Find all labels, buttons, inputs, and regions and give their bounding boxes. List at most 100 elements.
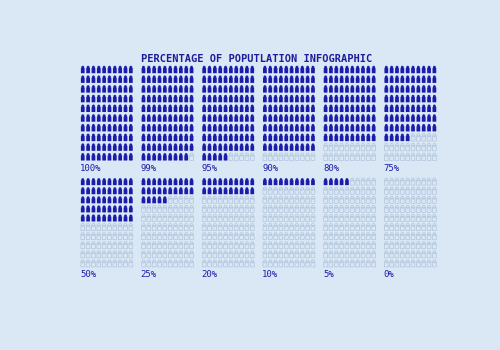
Ellipse shape: [422, 124, 425, 127]
Ellipse shape: [180, 153, 182, 156]
FancyBboxPatch shape: [147, 189, 150, 194]
Ellipse shape: [108, 205, 111, 208]
Ellipse shape: [224, 85, 227, 88]
Ellipse shape: [274, 66, 277, 69]
FancyBboxPatch shape: [86, 126, 90, 132]
FancyBboxPatch shape: [86, 68, 90, 73]
FancyBboxPatch shape: [416, 97, 420, 102]
FancyBboxPatch shape: [97, 136, 100, 141]
FancyBboxPatch shape: [284, 136, 288, 141]
FancyBboxPatch shape: [102, 87, 106, 93]
Ellipse shape: [230, 66, 232, 69]
FancyBboxPatch shape: [108, 180, 112, 185]
Ellipse shape: [406, 134, 409, 137]
FancyBboxPatch shape: [158, 198, 162, 203]
FancyBboxPatch shape: [86, 97, 90, 102]
Ellipse shape: [185, 85, 188, 88]
Ellipse shape: [269, 105, 272, 108]
Ellipse shape: [274, 85, 277, 88]
FancyBboxPatch shape: [102, 68, 106, 73]
Ellipse shape: [362, 124, 364, 127]
Ellipse shape: [290, 76, 293, 79]
Ellipse shape: [390, 85, 393, 88]
FancyBboxPatch shape: [81, 208, 84, 212]
Ellipse shape: [246, 66, 248, 69]
FancyBboxPatch shape: [311, 126, 315, 132]
FancyBboxPatch shape: [208, 126, 212, 132]
FancyBboxPatch shape: [284, 146, 288, 151]
FancyBboxPatch shape: [147, 146, 150, 151]
Ellipse shape: [385, 66, 388, 69]
FancyBboxPatch shape: [163, 198, 166, 203]
FancyBboxPatch shape: [372, 97, 376, 102]
Ellipse shape: [185, 114, 188, 117]
Ellipse shape: [417, 124, 420, 127]
FancyBboxPatch shape: [329, 97, 333, 102]
Ellipse shape: [174, 85, 177, 88]
FancyBboxPatch shape: [427, 107, 431, 112]
Ellipse shape: [214, 95, 216, 98]
Ellipse shape: [214, 124, 216, 127]
FancyBboxPatch shape: [427, 126, 431, 132]
Ellipse shape: [390, 105, 393, 108]
Ellipse shape: [433, 95, 436, 98]
FancyBboxPatch shape: [86, 216, 90, 222]
Ellipse shape: [82, 76, 84, 79]
Ellipse shape: [152, 66, 156, 69]
Ellipse shape: [340, 178, 343, 181]
FancyBboxPatch shape: [218, 189, 222, 194]
FancyBboxPatch shape: [142, 198, 146, 203]
FancyBboxPatch shape: [97, 87, 100, 93]
Ellipse shape: [219, 105, 222, 108]
Ellipse shape: [274, 124, 277, 127]
FancyBboxPatch shape: [152, 78, 156, 83]
FancyBboxPatch shape: [208, 117, 212, 122]
Ellipse shape: [269, 95, 272, 98]
Ellipse shape: [396, 134, 398, 137]
FancyBboxPatch shape: [274, 68, 278, 73]
Ellipse shape: [98, 178, 100, 181]
Ellipse shape: [98, 215, 100, 217]
Ellipse shape: [356, 85, 359, 88]
Ellipse shape: [280, 85, 282, 88]
Ellipse shape: [274, 114, 277, 117]
FancyBboxPatch shape: [174, 107, 178, 112]
FancyBboxPatch shape: [411, 126, 415, 132]
Ellipse shape: [130, 178, 132, 181]
FancyBboxPatch shape: [108, 208, 112, 212]
FancyBboxPatch shape: [406, 68, 409, 73]
Ellipse shape: [92, 178, 95, 181]
FancyBboxPatch shape: [311, 136, 315, 141]
Ellipse shape: [285, 85, 288, 88]
FancyBboxPatch shape: [229, 107, 233, 112]
Ellipse shape: [158, 134, 161, 137]
Ellipse shape: [422, 66, 425, 69]
Ellipse shape: [208, 66, 211, 69]
FancyBboxPatch shape: [250, 189, 254, 194]
FancyBboxPatch shape: [422, 107, 426, 112]
Ellipse shape: [86, 105, 90, 108]
Ellipse shape: [428, 76, 430, 79]
Ellipse shape: [118, 196, 122, 199]
Ellipse shape: [114, 124, 116, 127]
Ellipse shape: [124, 95, 127, 98]
FancyBboxPatch shape: [97, 97, 100, 102]
FancyBboxPatch shape: [113, 97, 116, 102]
FancyBboxPatch shape: [184, 107, 188, 112]
FancyBboxPatch shape: [290, 146, 294, 151]
Ellipse shape: [264, 66, 266, 69]
FancyBboxPatch shape: [179, 180, 182, 185]
Ellipse shape: [401, 105, 404, 108]
Ellipse shape: [214, 144, 216, 147]
Ellipse shape: [335, 95, 338, 98]
Ellipse shape: [385, 76, 388, 79]
FancyBboxPatch shape: [263, 136, 267, 141]
Ellipse shape: [390, 124, 393, 127]
FancyBboxPatch shape: [102, 155, 106, 161]
Ellipse shape: [246, 85, 248, 88]
FancyBboxPatch shape: [218, 180, 222, 185]
FancyBboxPatch shape: [129, 136, 132, 141]
Ellipse shape: [190, 178, 193, 181]
Ellipse shape: [230, 105, 232, 108]
Ellipse shape: [114, 178, 116, 181]
